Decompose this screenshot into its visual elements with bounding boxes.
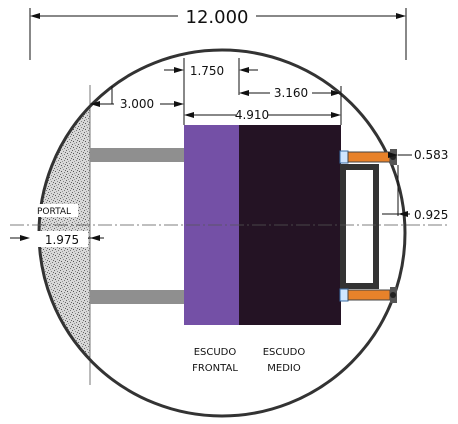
dim-upper-offset: 0.583 (414, 148, 448, 162)
medio-label-line2: MEDIO (267, 363, 301, 374)
dim-shield-total: 4.910 (235, 108, 269, 122)
dim-portal-gap: 3.000 (120, 97, 154, 111)
dim-frontal-length: 1.750 (190, 64, 224, 78)
medio-label-line1: ESCUDO (263, 347, 306, 358)
frontal-label-line2: FRONTAL (192, 363, 238, 374)
dim-portal-offset: 1.975 (45, 233, 79, 247)
dim-lower-offset: 0.925 (414, 208, 448, 222)
portal-label: PORTAL (37, 207, 71, 217)
upper-beam (90, 148, 184, 162)
frontal-label-line1: ESCUDO (194, 347, 237, 358)
dim-overall: 12.000 (186, 7, 249, 28)
lower-beam (90, 290, 184, 304)
lower-jack (339, 287, 397, 303)
gripper-frame (340, 164, 379, 289)
dim-medio-length: 3.160 (274, 86, 308, 100)
